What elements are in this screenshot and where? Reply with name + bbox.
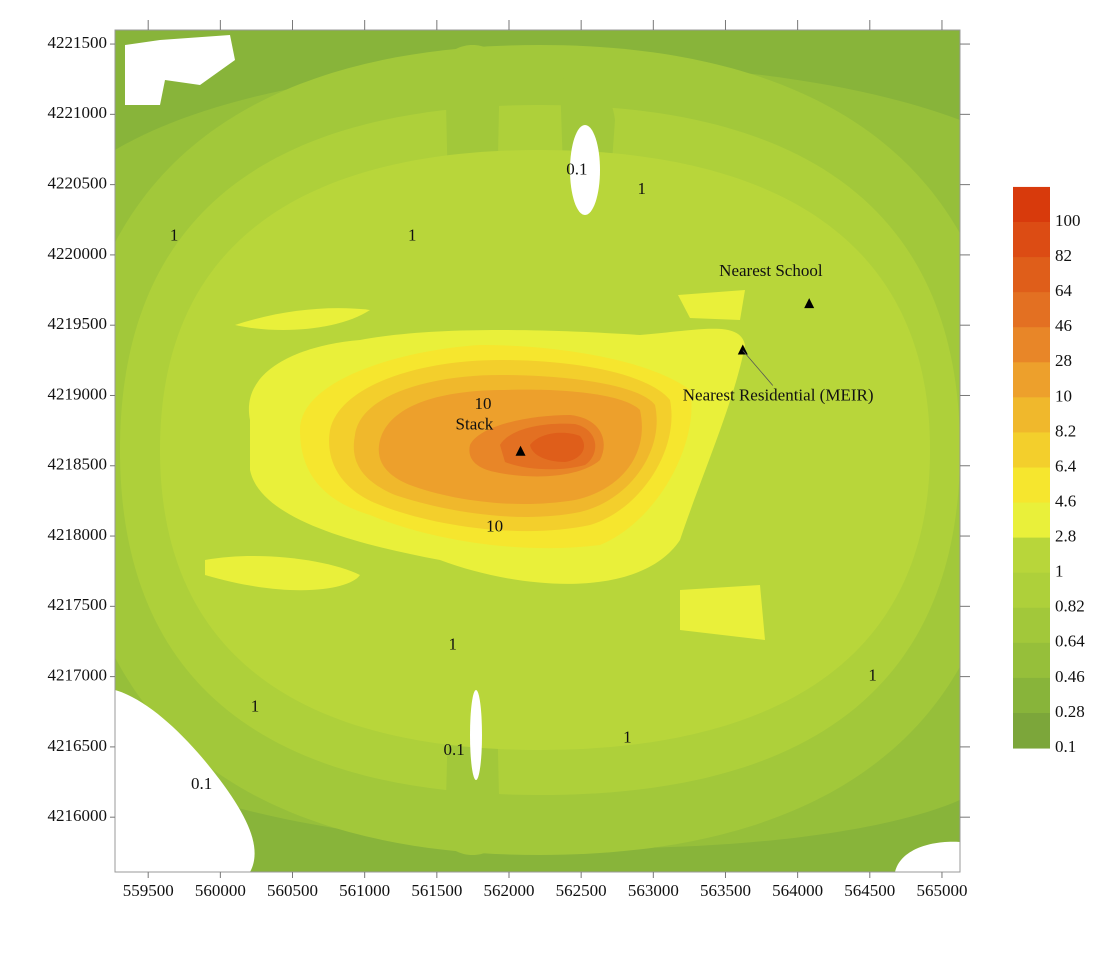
colorbar-label: 10: [1055, 386, 1072, 405]
y-tick-label: 4217000: [48, 666, 108, 685]
colorbar-band: [1013, 222, 1050, 258]
y-tick-label: 4221500: [48, 33, 108, 52]
contour-label: 1: [251, 696, 260, 715]
contour-label: 0.1: [444, 740, 465, 759]
colorbar-band: [1013, 362, 1050, 398]
contour-fills: [115, 30, 960, 872]
y-tick-label: 4217500: [48, 595, 108, 614]
contour-label: 1: [170, 226, 179, 245]
contour-band: [680, 585, 765, 640]
colorbar-label: 0.1: [1055, 737, 1076, 756]
x-tick-label: 563000: [628, 881, 679, 900]
x-tick-label: 562500: [556, 881, 607, 900]
y-tick-label: 4219000: [48, 384, 108, 403]
colorbar-band: [1013, 292, 1050, 328]
y-tick-label: 4218000: [48, 525, 108, 544]
contour-label: 10: [486, 517, 503, 536]
y-tick-label: 4220000: [48, 244, 108, 263]
leader-line: [742, 350, 774, 386]
contour-label: 10: [475, 394, 492, 413]
colorbar-label: 46: [1055, 316, 1072, 335]
contour-label: 0.1: [191, 774, 212, 793]
contour-band: [235, 308, 370, 330]
marker-label: Stack: [456, 415, 494, 434]
x-tick-label: 560000: [195, 881, 246, 900]
colorbar-band: [1013, 502, 1050, 539]
colorbar-band: [1013, 257, 1050, 293]
no-data-area: [470, 690, 482, 780]
contour-band: [530, 432, 585, 462]
colorbar-label: 0.82: [1055, 597, 1085, 616]
colorbar-label: 6.4: [1055, 456, 1077, 475]
colorbar-label: 8.2: [1055, 421, 1076, 440]
colorbar-band: [1013, 712, 1050, 749]
colorbar-band: [1013, 572, 1050, 609]
colorbar-band: [1013, 432, 1050, 468]
colorbar-band: [1013, 607, 1050, 644]
colorbar-band: [1013, 327, 1050, 363]
x-tick-label: 564000: [772, 881, 823, 900]
colorbar-label: 4.6: [1055, 491, 1076, 510]
colorbar-label: 0.28: [1055, 702, 1085, 721]
contour-label: 1: [623, 727, 632, 746]
colorbar-label: 1: [1055, 562, 1064, 581]
no-data-area: [570, 125, 600, 215]
y-tick-label: 4221000: [48, 103, 108, 122]
plot-frame: [114, 29, 961, 873]
colorbar-label: 82: [1055, 246, 1072, 265]
colorbar-band: [1013, 186, 1050, 223]
y-tick-label: 4218500: [48, 455, 108, 474]
contour-label: 0.1: [566, 159, 587, 178]
x-tick-label: 560500: [267, 881, 318, 900]
contour-label: 1: [408, 226, 417, 245]
y-tick-label: 4216000: [48, 806, 108, 825]
colorbar-label: 100: [1055, 211, 1081, 230]
no-data-area: [115, 690, 255, 872]
colorbar-band: [1013, 537, 1050, 574]
colorbar-label: 0.46: [1055, 667, 1085, 686]
y-tick-label: 4219500: [48, 314, 108, 333]
x-tick-label: 561000: [339, 881, 390, 900]
no-data-area: [895, 841, 960, 872]
contour-label: 1: [868, 666, 877, 685]
marker-label: Nearest Residential (MEIR): [683, 385, 874, 404]
contour-band: [678, 290, 745, 320]
colorbar-label: 2.8: [1055, 527, 1076, 546]
colorbar-label: 64: [1055, 281, 1073, 300]
colorbar-label: 0.64: [1055, 632, 1085, 651]
colorbar-band: [1013, 397, 1050, 433]
x-tick-label: 561500: [411, 881, 462, 900]
contour-label: 1: [448, 635, 457, 654]
x-tick-label: 565000: [916, 881, 967, 900]
colorbar-label: 28: [1055, 351, 1072, 370]
y-tick-label: 4216500: [48, 736, 108, 755]
colorbar-band: [1013, 642, 1050, 679]
no-data-area: [125, 35, 235, 105]
colorbar-band: [1013, 677, 1050, 714]
x-tick-label: 559500: [123, 881, 174, 900]
contour-label: 1: [638, 179, 647, 198]
marker: [515, 445, 526, 456]
colorbar-band: [1013, 467, 1050, 504]
no-data-areas: [115, 35, 960, 872]
marker-label: Nearest School: [719, 261, 823, 280]
x-tick-label: 563500: [700, 881, 751, 900]
x-tick-label: 564500: [844, 881, 895, 900]
marker: [737, 344, 748, 355]
x-tick-label: 562000: [483, 881, 534, 900]
marker: [804, 298, 815, 309]
contour-band: [205, 555, 360, 591]
y-tick-label: 4220500: [48, 174, 108, 193]
